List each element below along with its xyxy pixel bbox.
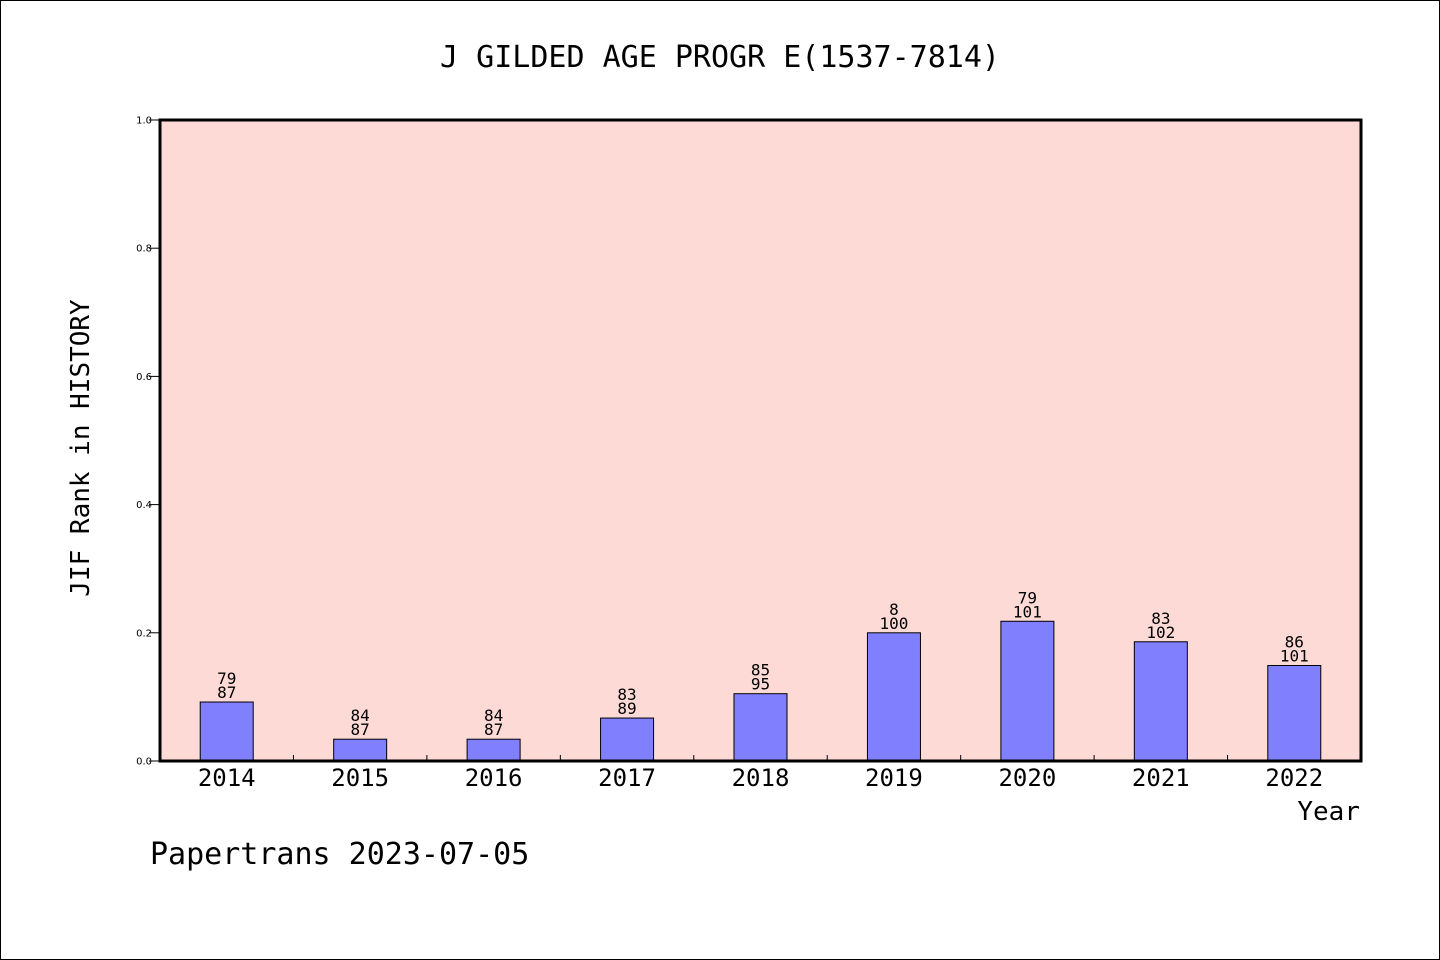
bar-total-label: 89 (617, 699, 636, 718)
bar-total-label: 101 (1013, 602, 1042, 621)
bar-total-label: 95 (751, 675, 770, 694)
x-tick-label: 2020 (998, 764, 1056, 792)
bar-rank-label: 79 (1018, 588, 1037, 607)
plot-border (158, 118, 1363, 763)
x-tick-label: 2014 (198, 764, 256, 792)
y-tick-label: 1.0 (136, 116, 152, 127)
bar-total-label: 100 (879, 614, 908, 633)
bar-2019 (866, 632, 921, 762)
bar-total-label: 87 (484, 720, 503, 739)
bar-2017 (600, 717, 655, 762)
bars (199, 620, 1322, 762)
bar-rank-label: 86 (1285, 632, 1304, 651)
bar-2018 (733, 693, 788, 762)
bar-rank-label: 79 (217, 669, 236, 688)
bar-rank-label: 83 (1151, 609, 1170, 628)
x-tick-label: 2016 (465, 764, 523, 792)
footer-text: Papertrans 2023-07-05 (150, 837, 529, 872)
bar-2015 (333, 738, 388, 762)
y-tick-label: 0.4 (136, 500, 152, 511)
bar-2016 (466, 738, 521, 762)
bar-total-label: 87 (217, 683, 236, 702)
bar-total-label: 102 (1146, 623, 1175, 642)
y-axis: 0.0 0.2 0.4 0.6 0.8 1.0 (136, 116, 160, 768)
bar-rank-label: 84 (351, 706, 370, 725)
y-tick-label: 0.8 (136, 244, 152, 255)
y-tick-label: 0.6 (136, 372, 152, 383)
bar-total-label: 101 (1280, 646, 1309, 665)
y-axis-title: JIF Rank in HISTORY (66, 299, 96, 597)
bar-rank-label: 85 (751, 661, 770, 680)
x-tick-label: 2022 (1265, 764, 1323, 792)
bar-rank-label: 84 (484, 706, 503, 725)
bar-rank-label: 83 (617, 685, 636, 704)
x-tick-label: 2019 (865, 764, 923, 792)
bar-rank-label: 8 (889, 600, 899, 619)
x-tick-label: 2015 (331, 764, 389, 792)
y-tick-label: 0.0 (136, 757, 152, 768)
x-tick-label: 2018 (732, 764, 790, 792)
bar-2014 (199, 701, 254, 762)
y-tick-label: 0.2 (136, 628, 152, 639)
x-tick-label: 2021 (1132, 764, 1190, 792)
chart-title: J GILDED AGE PROGR E(1537-7814) (440, 40, 1000, 75)
bar-total-label: 87 (351, 720, 370, 739)
x-axis: 2014 2015 2016 2017 2018 2019 2020 2021 2022 (198, 755, 1323, 792)
bar-2022 (1267, 664, 1322, 762)
x-tick-label: 2017 (598, 764, 656, 792)
bar-2020 (1000, 620, 1055, 762)
bar-2021 (1133, 641, 1188, 762)
x-axis-title: Year (1297, 797, 1360, 827)
